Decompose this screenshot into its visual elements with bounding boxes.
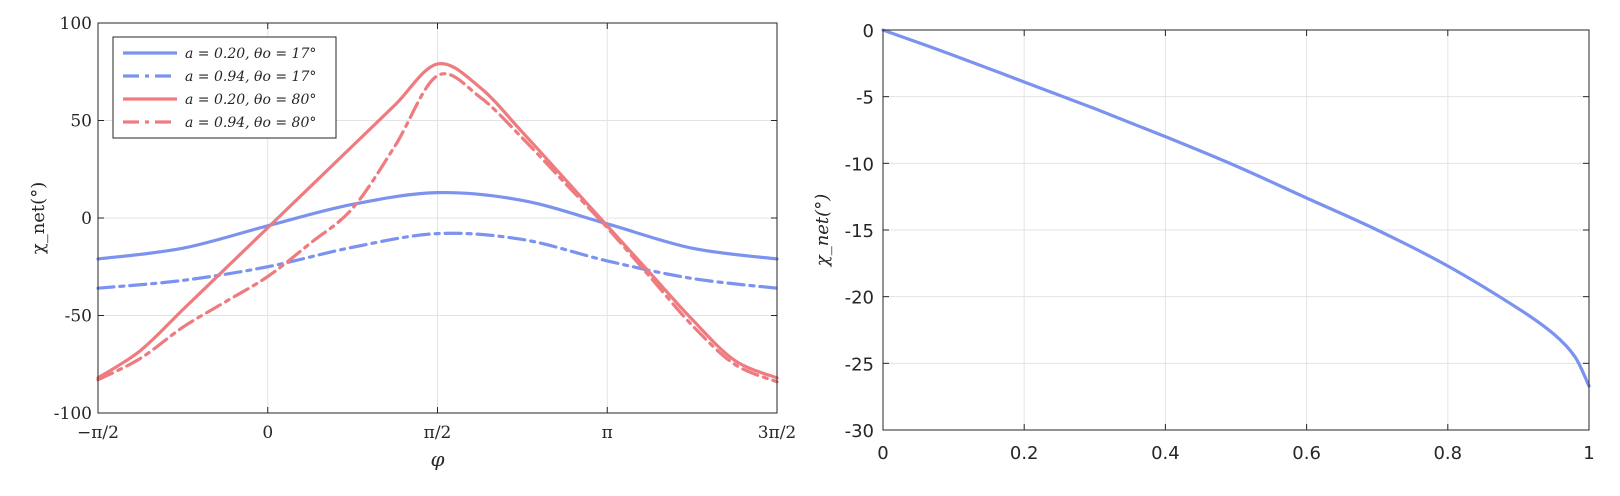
y-tick-label: -50: [65, 307, 92, 327]
x-tick-label: −π/2: [77, 423, 119, 443]
legend-entry: a = 0.94, θo = 17°: [185, 69, 316, 85]
y-tick-label: 0: [81, 209, 92, 229]
legend-entry: a = 0.20, θo = 17°: [185, 46, 316, 62]
y-tick-label: -30: [845, 421, 874, 442]
x-tick-label: 0.2: [1010, 443, 1039, 464]
x-tick-label: 0.8: [1433, 443, 1462, 464]
series-line-1: [96, 190, 779, 261]
left-chart: −π/2 0 π/2 π 3π/2 100 50 0 -50 -100 φ χ_net(°) a = 0…: [28, 14, 796, 471]
x-tick-label: 0.4: [1151, 443, 1180, 464]
series-line-2: [96, 231, 779, 290]
x-tick-label: 0.6: [1292, 443, 1321, 464]
series-line-3: [96, 62, 779, 380]
x-tick-label: π: [602, 423, 613, 443]
legend-box: [112, 36, 337, 139]
y-tick-label: 0: [863, 21, 874, 42]
y-tick-label: -20: [845, 288, 874, 309]
y-axis-label: χ_net(°): [28, 182, 49, 254]
y-tick-label: -10: [845, 154, 874, 175]
y-tick-label: -15: [845, 221, 874, 242]
x-tick-label: 0: [262, 423, 273, 443]
right-chart: 0 0.2 0.4 0.6 0.8 1 0 -5 -10 -15 -20 -25 -30 χ_net(°): [812, 21, 1595, 464]
series-line-4: [96, 72, 779, 384]
legend-entry: a = 0.20, θo = 80°: [185, 92, 316, 108]
y-tick-label: 100: [60, 14, 92, 34]
y-tick-label: -100: [54, 404, 92, 424]
legend-entry: a = 0.94, θo = 80°: [185, 115, 316, 131]
y-tick-label: -5: [856, 88, 874, 109]
x-axis-label: φ: [430, 447, 444, 471]
x-tick-label: π/2: [424, 423, 452, 443]
y-tick-label: -25: [845, 354, 874, 375]
y-axis-label: χ_net(°): [812, 194, 833, 268]
y-tick-label: 50: [70, 112, 92, 132]
series-line-1: [881, 28, 1591, 388]
x-tick-label: 3π/2: [758, 423, 797, 443]
x-tick-label: 1: [1583, 443, 1594, 464]
x-tick-label: 0: [877, 443, 888, 464]
